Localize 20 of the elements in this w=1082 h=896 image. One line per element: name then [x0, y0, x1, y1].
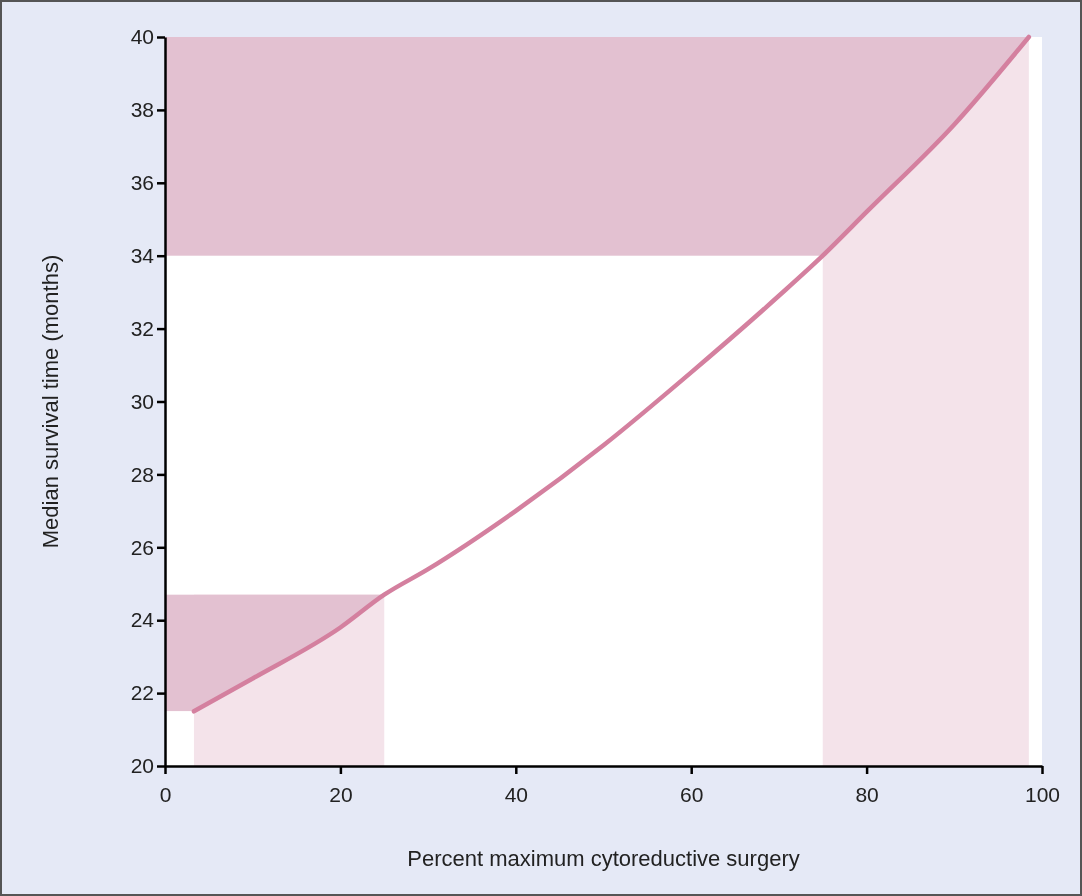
x-tick-label: 60 [680, 783, 704, 807]
x-tick-label: 80 [855, 783, 879, 807]
y-tick-label: 28 [130, 462, 154, 486]
line-series [191, 34, 1032, 714]
y-tick-label: 24 [130, 608, 155, 632]
x-tick-label: 0 [159, 783, 172, 807]
y-tick-label: 40 [130, 25, 154, 49]
y-axis-title: Median survival time (months) [38, 254, 63, 549]
y-tick-label: 20 [130, 754, 154, 778]
x-tick-label: 40 [504, 783, 528, 807]
y-tick-label: 30 [130, 389, 154, 413]
x-axis-title: Percent maximum cytoreductive surgery [407, 846, 800, 871]
y-tick-label: 26 [130, 535, 154, 559]
y-tick-label: 22 [130, 681, 154, 705]
x-tick-label: 20 [329, 783, 353, 807]
y-tick-label: 32 [130, 316, 154, 340]
x-tick-label: 100 [1024, 783, 1061, 807]
y-tick-label: 38 [130, 98, 154, 122]
y-tick-label: 34 [130, 243, 155, 267]
y-tick-label: 36 [130, 171, 154, 195]
